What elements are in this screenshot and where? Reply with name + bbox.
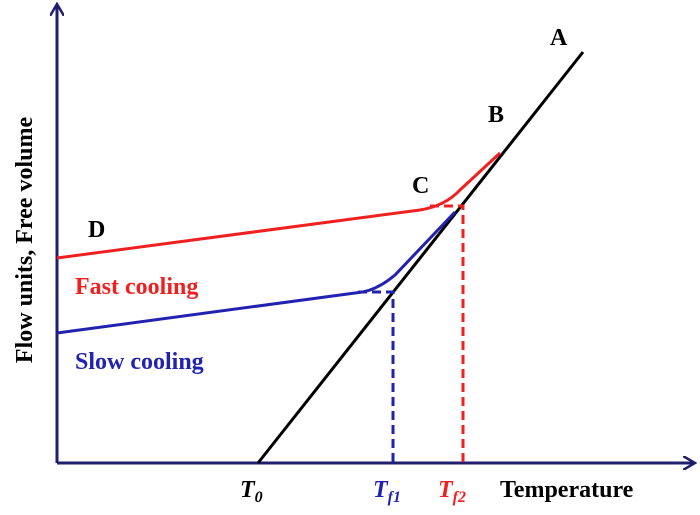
point-label: D [88,217,105,243]
temp-label: T0 [240,477,263,506]
text-part: T [240,477,256,503]
text-part: T [373,477,389,503]
point-label: C [412,173,429,199]
tf2-dashed [430,204,465,463]
temp-label: Tf1 [373,477,401,506]
curve-label: Fast cooling [75,274,198,300]
text-part: f1 [388,489,401,506]
y-axis-label: Flow units, Free volume [12,117,38,364]
point-label: B [488,102,504,128]
curve-label: Slow cooling [75,349,204,375]
text-part: f2 [453,489,466,506]
tf1-dashed [358,290,395,463]
text-part: T [438,477,454,503]
temp-label: Tf2 [438,477,466,506]
text-part: 0 [255,489,263,506]
point-label: A [550,25,568,51]
equilibrium-line [256,51,585,464]
x-axis-label: Temperature [500,477,634,503]
fast-cooling-curve [56,151,502,260]
slow-cooling-curve [56,210,457,335]
